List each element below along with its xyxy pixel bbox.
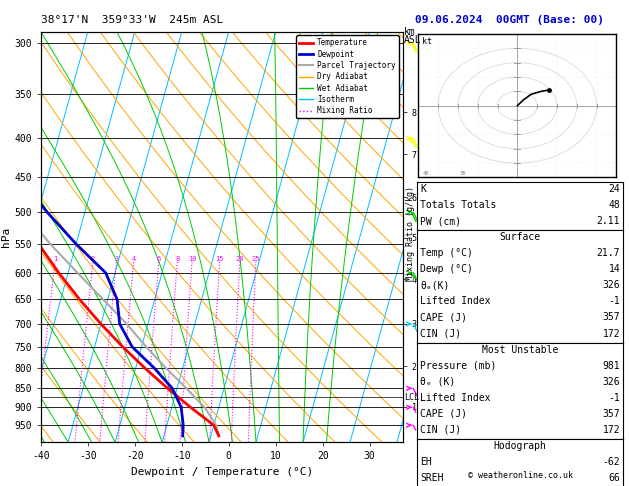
Text: 326: 326 [603, 377, 620, 387]
Text: Temp (°C): Temp (°C) [420, 248, 473, 259]
Text: CAPE (J): CAPE (J) [420, 409, 467, 419]
Text: 357: 357 [603, 409, 620, 419]
Text: 172: 172 [603, 329, 620, 339]
Text: © weatheronline.co.uk: © weatheronline.co.uk [468, 471, 572, 480]
Text: 4: 4 [131, 256, 136, 261]
Text: Most Unstable: Most Unstable [482, 345, 559, 355]
Text: K: K [420, 184, 426, 194]
Text: 38°17'N  359°33'W  245m ASL: 38°17'N 359°33'W 245m ASL [41, 15, 223, 25]
Legend: Temperature, Dewpoint, Parcel Trajectory, Dry Adiabat, Wet Adiabat, Isotherm, Mi: Temperature, Dewpoint, Parcel Trajectory… [296, 35, 399, 118]
Text: θₑ (K): θₑ (K) [420, 377, 455, 387]
Text: ASL: ASL [404, 35, 421, 45]
Text: LCL: LCL [404, 393, 419, 402]
Text: 981: 981 [603, 361, 620, 371]
Text: kt: kt [422, 37, 432, 46]
Text: 2.11: 2.11 [597, 216, 620, 226]
Text: -1: -1 [608, 296, 620, 307]
Text: 6: 6 [157, 256, 161, 261]
Text: EH: EH [420, 457, 432, 467]
Text: 172: 172 [603, 425, 620, 435]
Text: km: km [404, 27, 416, 37]
Text: 10: 10 [188, 256, 196, 261]
Text: 48: 48 [608, 200, 620, 210]
Text: 09.06.2024  00GMT (Base: 00): 09.06.2024 00GMT (Base: 00) [415, 15, 604, 25]
Text: Totals Totals: Totals Totals [420, 200, 496, 210]
Text: Hodograph: Hodograph [494, 441, 547, 451]
Text: 66: 66 [608, 473, 620, 483]
Text: Lifted Index: Lifted Index [420, 393, 491, 403]
Text: SREH: SREH [420, 473, 443, 483]
Text: CIN (J): CIN (J) [420, 425, 461, 435]
Text: 40: 40 [422, 171, 429, 175]
Text: Surface: Surface [499, 232, 541, 243]
Text: Pressure (mb): Pressure (mb) [420, 361, 496, 371]
Text: -1: -1 [608, 393, 620, 403]
Text: 326: 326 [603, 280, 620, 291]
Text: 3: 3 [114, 256, 118, 261]
Text: 357: 357 [603, 312, 620, 323]
Text: 25: 25 [252, 256, 260, 261]
Text: 24: 24 [608, 184, 620, 194]
Text: 21.7: 21.7 [597, 248, 620, 259]
Text: PW (cm): PW (cm) [420, 216, 461, 226]
Text: 2: 2 [91, 256, 95, 261]
Text: 20: 20 [236, 256, 244, 261]
Text: 30: 30 [460, 171, 466, 175]
Text: Dewp (°C): Dewp (°C) [420, 264, 473, 275]
Y-axis label: hPa: hPa [1, 227, 11, 247]
Text: 8: 8 [175, 256, 179, 261]
Text: CAPE (J): CAPE (J) [420, 312, 467, 323]
Text: 1: 1 [53, 256, 57, 261]
Text: Mixing Ratio (g/kg): Mixing Ratio (g/kg) [406, 186, 415, 281]
Text: 15: 15 [215, 256, 224, 261]
Text: Lifted Index: Lifted Index [420, 296, 491, 307]
Text: -62: -62 [603, 457, 620, 467]
X-axis label: Dewpoint / Temperature (°C): Dewpoint / Temperature (°C) [131, 467, 313, 477]
Text: 14: 14 [608, 264, 620, 275]
Text: CIN (J): CIN (J) [420, 329, 461, 339]
Text: θₑ(K): θₑ(K) [420, 280, 450, 291]
